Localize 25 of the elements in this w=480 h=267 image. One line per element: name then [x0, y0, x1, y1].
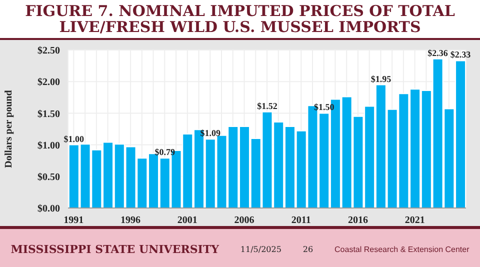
y-tick-label: $0.00 [38, 204, 60, 215]
text: 11/5/2025 [240, 245, 282, 254]
y-tick-label: $0.50 [38, 172, 60, 183]
x-tick-label: 1991 [64, 215, 84, 226]
y-tick-label: $1.50 [38, 108, 60, 120]
x-tick-label: 1996 [120, 215, 141, 226]
data-label: $1.52 [257, 100, 278, 111]
y-tick-label: $2.50 [38, 46, 60, 57]
data-label: $1.95 [370, 74, 392, 84]
chart-title: FIGURE 7. NOMINAL IMPUTED PRICES OF TOTAL LIVE/FRESH WILD U.S. MUSSEL IMPORTS [0, 0, 480, 40]
y-axis-title: Dollars per pound [4, 90, 15, 168]
text: 26 [302, 245, 314, 254]
data-label: $0.79 [154, 147, 176, 158]
y-tick-label: $1.00 [38, 140, 60, 152]
x-tick-label: 2011 [291, 215, 311, 226]
x-tick-label: 2001 [177, 215, 198, 226]
x-tick-label: 2021 [404, 215, 425, 226]
y-tick-label: $2.00 [38, 77, 60, 88]
data-label: $1.00 [64, 134, 85, 144]
x-tick-label: 2006 [234, 215, 254, 226]
data-label: $2.36 [428, 48, 448, 58]
text: MISSISSIPPI STATE UNIVERSITY [10, 243, 219, 256]
x-tick-label: 2016 [348, 215, 368, 226]
text: Coastal Research & Extension Center [334, 245, 470, 254]
data-label: $2.33 [450, 50, 472, 60]
